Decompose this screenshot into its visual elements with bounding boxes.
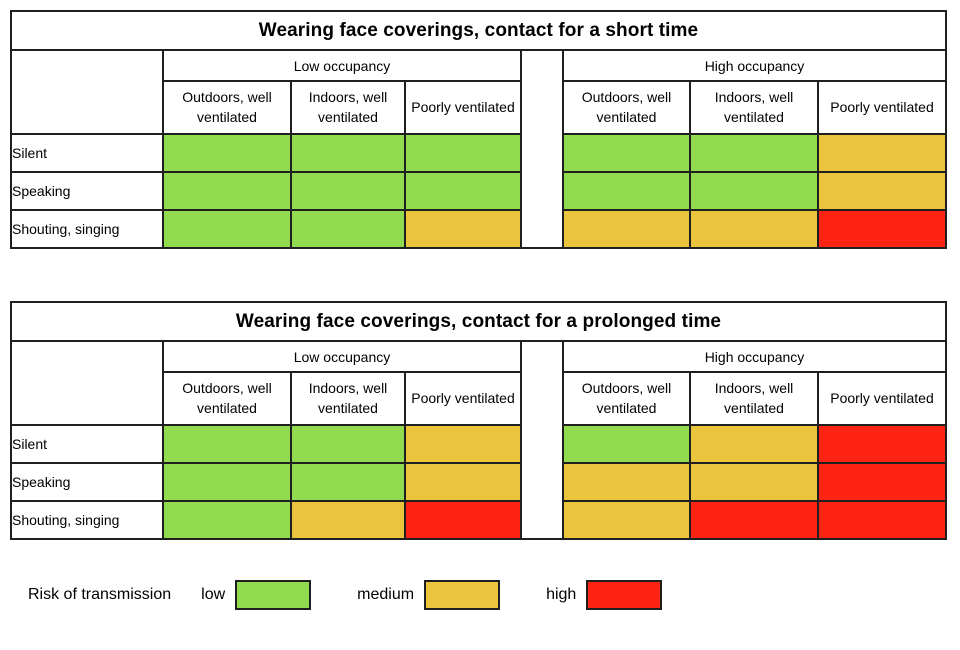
legend-swatch-medium-icon	[424, 580, 501, 610]
legend-item-low: low	[201, 580, 312, 610]
row-label: Silent	[10, 133, 164, 173]
risk-cell-low	[290, 133, 406, 173]
legend: Risk of transmission low medium high	[28, 580, 960, 610]
legend-title: Risk of transmission	[28, 586, 172, 603]
risk-cell-low	[162, 462, 292, 502]
column-header: Poorly ventilated	[404, 80, 522, 135]
column-header: Outdoors, well ventilated	[162, 80, 292, 135]
corner-cell	[10, 49, 164, 135]
risk-cell-medium	[689, 209, 819, 249]
column-header: Outdoors, well ventilated	[562, 371, 691, 426]
group-header-low-occupancy: Low occupancy	[162, 49, 522, 82]
legend-item-high: high	[546, 580, 663, 610]
spacer-column	[520, 49, 564, 249]
column-header: Outdoors, well ventilated	[562, 80, 691, 135]
risk-cell-medium	[689, 424, 819, 464]
legend-label-medium: medium	[357, 586, 415, 603]
risk-table-short-time: Wearing face coverings, contact for a sh…	[10, 10, 947, 249]
risk-cell-low	[404, 133, 522, 173]
risk-cell-medium	[404, 462, 522, 502]
risk-cell-low	[290, 424, 406, 464]
risk-cell-low	[689, 171, 819, 211]
row-label: Speaking	[10, 171, 164, 211]
risk-cell-low	[290, 462, 406, 502]
risk-cell-medium	[290, 500, 406, 540]
risk-cell-high	[689, 500, 819, 540]
group-header-high-occupancy: High occupancy	[562, 340, 947, 373]
risk-cell-low	[162, 133, 292, 173]
risk-cell-high	[817, 209, 947, 249]
corner-cell	[10, 340, 164, 426]
table-title: Wearing face coverings, contact for a pr…	[10, 301, 947, 342]
risk-cell-low	[290, 209, 406, 249]
table-title: Wearing face coverings, contact for a sh…	[10, 10, 947, 51]
column-header: Indoors, well ventilated	[290, 371, 406, 426]
column-header: Indoors, well ventilated	[290, 80, 406, 135]
risk-cell-low	[689, 133, 819, 173]
risk-cell-medium	[562, 500, 691, 540]
risk-cell-low	[562, 171, 691, 211]
risk-cell-medium	[562, 462, 691, 502]
risk-cell-low	[162, 171, 292, 211]
risk-tables-container: Wearing face coverings, contact for a sh…	[0, 10, 960, 540]
risk-cell-low	[162, 209, 292, 249]
risk-cell-medium	[562, 209, 691, 249]
risk-cell-high	[404, 500, 522, 540]
spacer-column	[520, 340, 564, 540]
row-label: Shouting, singing	[10, 500, 164, 540]
legend-swatch-low-icon	[235, 580, 312, 610]
column-header: Poorly ventilated	[817, 371, 947, 426]
risk-cell-low	[562, 133, 691, 173]
legend-item-medium: medium	[357, 580, 501, 610]
column-header: Indoors, well ventilated	[689, 80, 819, 135]
risk-cell-medium	[404, 424, 522, 464]
group-header-low-occupancy: Low occupancy	[162, 340, 522, 373]
column-header: Outdoors, well ventilated	[162, 371, 292, 426]
risk-cell-high	[817, 462, 947, 502]
legend-label-low: low	[201, 586, 226, 603]
risk-cell-high	[817, 500, 947, 540]
risk-cell-medium	[689, 462, 819, 502]
column-header: Poorly ventilated	[817, 80, 947, 135]
row-label: Speaking	[10, 462, 164, 502]
group-header-high-occupancy: High occupancy	[562, 49, 947, 82]
column-header: Indoors, well ventilated	[689, 371, 819, 426]
risk-cell-medium	[404, 209, 522, 249]
risk-cell-low	[562, 424, 691, 464]
row-label: Silent	[10, 424, 164, 464]
legend-swatch-high-icon	[586, 580, 663, 610]
risk-cell-low	[162, 424, 292, 464]
risk-cell-low	[404, 171, 522, 211]
column-header: Poorly ventilated	[404, 371, 522, 426]
row-label: Shouting, singing	[10, 209, 164, 249]
risk-cell-medium	[817, 133, 947, 173]
risk-cell-low	[162, 500, 292, 540]
risk-cell-high	[817, 424, 947, 464]
legend-label-high: high	[546, 586, 577, 603]
risk-cell-low	[290, 171, 406, 211]
risk-cell-medium	[817, 171, 947, 211]
risk-table-prolonged-time: Wearing face coverings, contact for a pr…	[10, 301, 947, 540]
